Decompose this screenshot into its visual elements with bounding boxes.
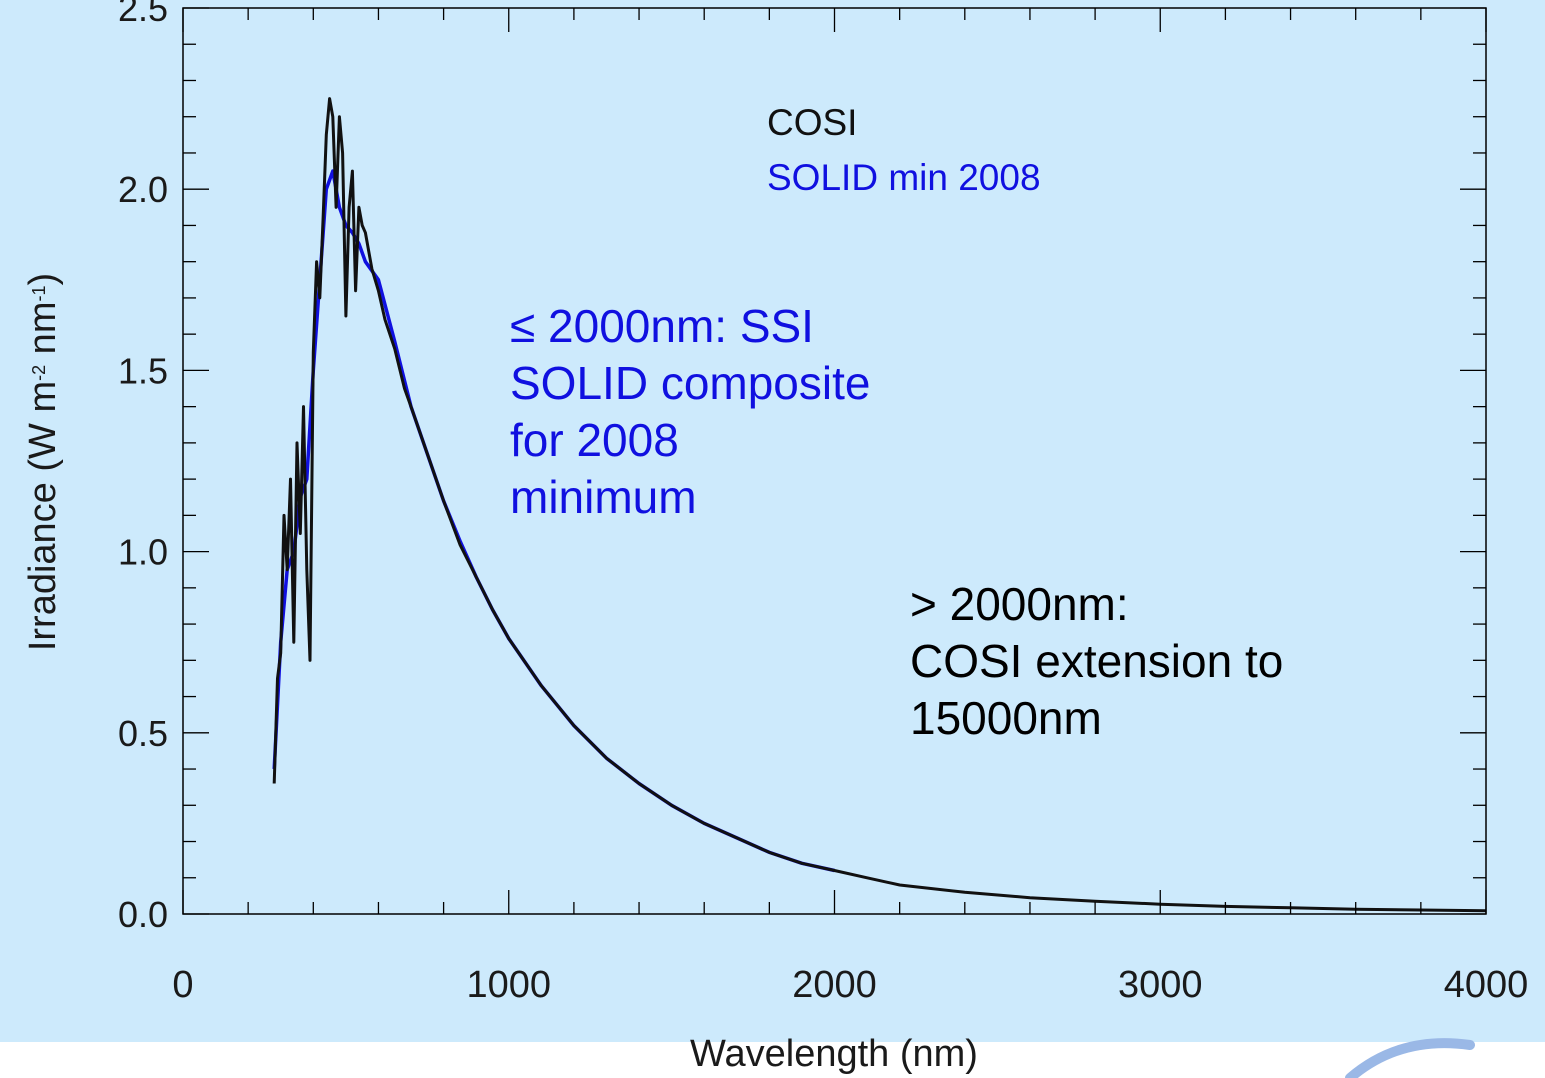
y-tick-label: 1.5 — [118, 350, 168, 391]
annotation-line: for 2008 — [510, 414, 679, 466]
text-layer: 0 1000 2000 3000 4000 0.0 0.5 1.0 1.5 2.0 2.5 Wavel… — [22, 0, 1528, 1075]
y-tick-label: 2.0 — [118, 169, 168, 210]
annotation-line: minimum — [510, 471, 697, 523]
chart-background — [0, 0, 1545, 1042]
x-axis-title: Wavelength (nm) — [690, 1033, 978, 1075]
legend-entry: COSI — [767, 102, 857, 143]
y-axis-title-part: nm — [22, 302, 64, 365]
plot-frame — [182, 7, 1487, 915]
y-tick-label: 1.0 — [118, 532, 168, 573]
x-tick-label: 3000 — [1118, 964, 1203, 1006]
y-tick-label: 2.5 — [118, 0, 168, 29]
x-tick-label: 2000 — [792, 964, 877, 1006]
logo-arc-decoration — [1345, 1038, 1475, 1078]
annotation-line: 15000nm — [910, 692, 1102, 744]
y-axis-title-superscript: -1 — [29, 285, 49, 301]
x-tick-label: 1000 — [466, 964, 551, 1006]
y-tick-label: 0.5 — [118, 713, 168, 754]
annotation-line: COSI extension to — [910, 635, 1283, 687]
x-tick-label: 0 — [172, 964, 193, 1006]
y-axis-title-superscript: -2 — [29, 365, 49, 381]
annotation-line: SOLID composite — [510, 357, 870, 409]
y-axis-title: Irradiance (W m-2 nm-1) — [22, 273, 64, 651]
legend-entry: SOLID min 2008 — [767, 157, 1041, 198]
x-tick-label: 4000 — [1444, 964, 1529, 1006]
series-layer — [272, 97, 1487, 913]
series-line-cosi — [272, 97, 1487, 913]
annotation-line: ≤ 2000nm: SSI — [510, 300, 814, 352]
y-axis-title-part: Irradiance (W m — [22, 381, 64, 651]
y-axis-title-part: ) — [22, 273, 64, 286]
annotation-line: > 2000nm: — [910, 578, 1129, 630]
y-tick-label: 0.0 — [118, 894, 168, 935]
axes-layer — [182, 7, 1487, 1078]
